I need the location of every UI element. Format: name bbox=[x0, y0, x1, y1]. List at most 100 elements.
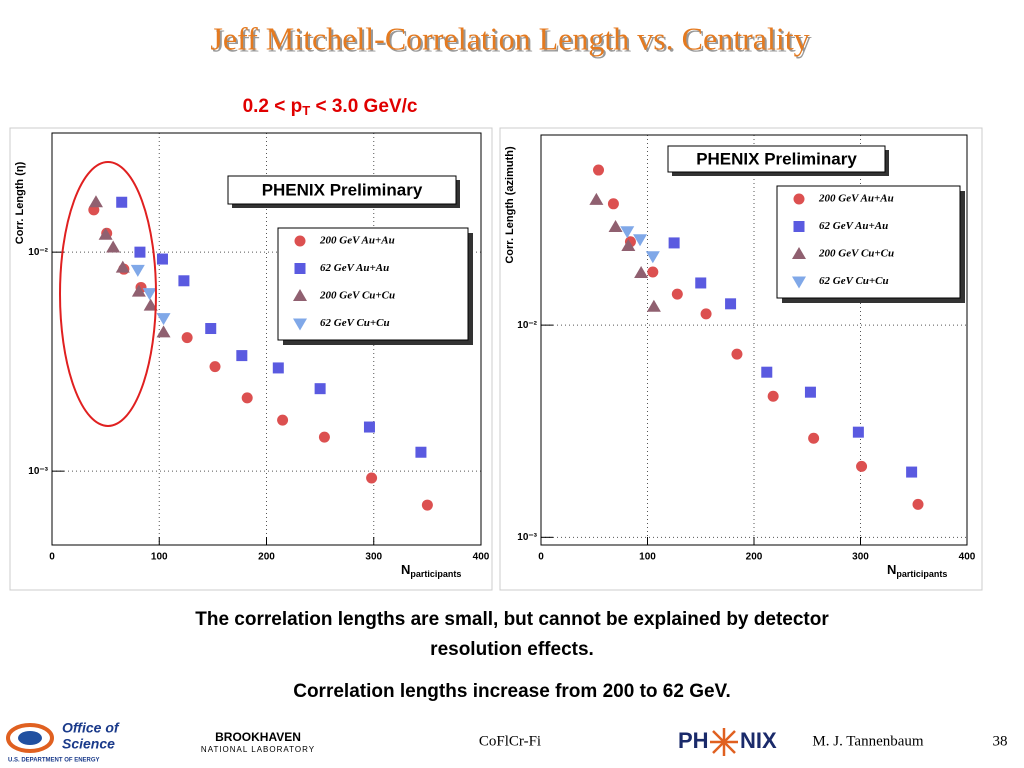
y-axis-label: Corr. Length (η) bbox=[14, 161, 26, 244]
x-tick-label: 100 bbox=[151, 552, 168, 563]
doe-text: U.S. DEPARTMENT OF ENERGY bbox=[8, 758, 100, 764]
point bbox=[906, 466, 918, 478]
point bbox=[761, 366, 773, 378]
point bbox=[272, 362, 284, 374]
bnl-sub: NATIONAL LABORATORY bbox=[201, 745, 315, 754]
point bbox=[646, 299, 661, 312]
note: resolution effects. bbox=[430, 639, 594, 660]
point bbox=[130, 264, 145, 277]
point bbox=[131, 284, 146, 297]
legend-marker bbox=[293, 318, 307, 331]
y-tick-label: 10⁻² bbox=[517, 320, 537, 331]
point bbox=[668, 237, 680, 249]
point bbox=[593, 164, 605, 176]
note: Correlation lengths increase from 200 to… bbox=[293, 681, 731, 702]
plot-frame bbox=[540, 134, 968, 546]
point bbox=[695, 277, 707, 289]
legend-marker bbox=[293, 289, 307, 301]
point bbox=[700, 308, 712, 320]
x-tick-label: 200 bbox=[258, 552, 275, 563]
annotation-box bbox=[227, 175, 457, 205]
point bbox=[178, 275, 190, 287]
point bbox=[808, 432, 820, 444]
x-axis-label: Nparticipants bbox=[887, 562, 947, 579]
footer: Office of Science U.S. DEPARTMENT OF ENE… bbox=[6, 720, 1008, 764]
phenix-star bbox=[710, 728, 738, 756]
note: The correlation lengths are small, but c… bbox=[195, 609, 829, 630]
annotation: PHENIX Preliminary bbox=[696, 149, 857, 168]
point bbox=[115, 260, 130, 273]
point bbox=[181, 332, 193, 344]
point bbox=[634, 266, 649, 279]
point bbox=[633, 234, 648, 247]
x-tick-label: 300 bbox=[852, 552, 869, 563]
point bbox=[725, 298, 737, 310]
point bbox=[318, 431, 330, 443]
point bbox=[142, 288, 157, 301]
legend-label: 200 GeV Cu+Cu bbox=[319, 290, 395, 302]
legend-label: 62 GeV Cu+Cu bbox=[320, 317, 390, 329]
y-tick-label: 10⁻³ bbox=[517, 532, 537, 543]
point bbox=[209, 361, 221, 373]
point bbox=[647, 266, 659, 278]
x-axis-label: Nparticipants bbox=[401, 562, 461, 579]
science-text: Science bbox=[62, 736, 115, 752]
phenix-a: PH bbox=[678, 728, 709, 753]
plot-frame bbox=[51, 132, 482, 546]
point bbox=[156, 253, 168, 265]
point bbox=[106, 240, 121, 253]
x-axis-label-main: N bbox=[887, 562, 896, 577]
author: M. J. Tannenbaum bbox=[812, 733, 923, 749]
point bbox=[98, 227, 113, 240]
point bbox=[804, 386, 816, 398]
point bbox=[645, 251, 660, 264]
point bbox=[852, 426, 864, 438]
doe-logo bbox=[6, 723, 54, 753]
point bbox=[621, 238, 636, 251]
point bbox=[912, 498, 924, 510]
legend-label: 62 GeV Au+Au bbox=[320, 262, 389, 274]
y-axis-label: Corr. Length (azimuth) bbox=[504, 146, 516, 264]
point bbox=[143, 298, 158, 311]
footer-center: CoFlCr-Fi bbox=[479, 733, 541, 749]
x-tick-label: 300 bbox=[365, 552, 382, 563]
point bbox=[366, 472, 378, 484]
legend-label: 200 GeV Au+Au bbox=[319, 235, 395, 247]
x-tick-label: 100 bbox=[639, 552, 656, 563]
subtitle-rest: < 3.0 GeV/c bbox=[310, 96, 418, 117]
phenix-b: NIX bbox=[740, 728, 777, 753]
point bbox=[607, 198, 619, 210]
annotation-box bbox=[667, 145, 886, 173]
doe-logo-core bbox=[18, 731, 42, 745]
office-text: Office of bbox=[62, 720, 120, 736]
point bbox=[156, 325, 171, 338]
point bbox=[314, 383, 326, 395]
subtitle-sub: T bbox=[302, 103, 310, 118]
point bbox=[236, 350, 248, 362]
legend-box bbox=[277, 227, 469, 341]
point bbox=[205, 323, 217, 335]
x-tick-label: 400 bbox=[959, 552, 976, 563]
point bbox=[767, 390, 779, 402]
legend-marker bbox=[294, 263, 306, 274]
page-number: 38 bbox=[993, 733, 1008, 749]
legend-marker bbox=[793, 221, 805, 232]
point bbox=[608, 220, 623, 233]
legend-label: 200 GeV Cu+Cu bbox=[818, 248, 894, 260]
point bbox=[134, 246, 146, 258]
legend-marker bbox=[294, 235, 306, 247]
legend-marker bbox=[792, 276, 806, 289]
point bbox=[415, 446, 427, 458]
x-tick-label: 200 bbox=[746, 552, 763, 563]
point bbox=[241, 392, 253, 404]
x-tick-label: 400 bbox=[473, 552, 490, 563]
x-axis-label-sub: participants bbox=[896, 569, 947, 579]
legend-label: 62 GeV Au+Au bbox=[819, 220, 888, 232]
point bbox=[620, 226, 635, 239]
point bbox=[421, 499, 433, 511]
legend-marker bbox=[793, 193, 805, 205]
legend-label: 62 GeV Cu+Cu bbox=[819, 275, 889, 287]
x-tick-label: 0 bbox=[49, 552, 55, 563]
point bbox=[277, 414, 289, 426]
point bbox=[156, 313, 171, 326]
